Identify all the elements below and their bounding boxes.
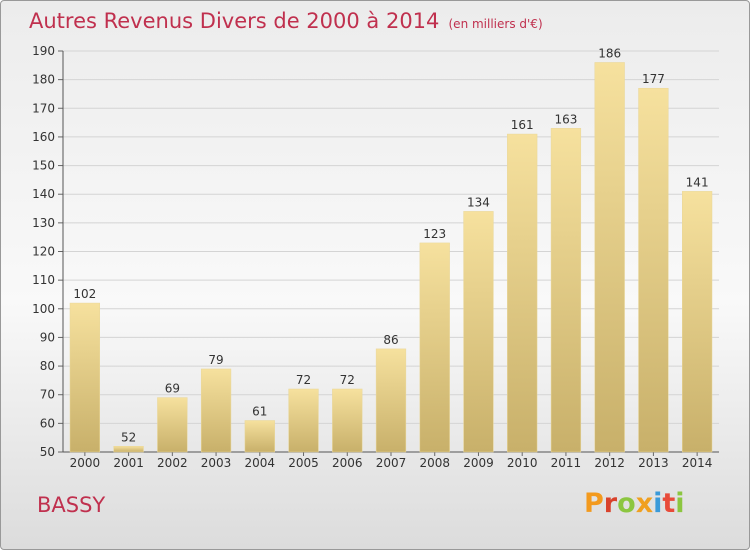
data-label: 186 (598, 46, 621, 60)
y-tick-label: 90 (40, 330, 55, 344)
bar (157, 397, 188, 453)
chart-title: Autres Revenus Divers de 2000 à 2014 (en… (29, 9, 543, 33)
y-tick-label: 160 (32, 130, 55, 144)
data-label: 69 (165, 382, 180, 396)
x-tick-label: 2005 (288, 456, 319, 470)
logo-letter: r (603, 488, 618, 519)
y-tick-label: 80 (40, 359, 55, 373)
bar (682, 191, 713, 453)
y-tick-label: 50 (40, 445, 55, 459)
place-name: BASSY (37, 493, 106, 517)
bar-layer (69, 62, 713, 453)
data-label: 123 (423, 227, 446, 241)
y-tick-label: 170 (32, 101, 55, 115)
data-label: 79 (208, 353, 223, 367)
bar (594, 62, 625, 453)
bar (463, 211, 494, 453)
data-label: 72 (340, 373, 355, 387)
bar (244, 420, 275, 453)
x-tick-label: 2011 (551, 456, 582, 470)
logo-letter: x (635, 488, 654, 519)
logo-letter: i (653, 488, 663, 519)
y-tick-label: 130 (32, 216, 55, 230)
x-tick-label: 2012 (594, 456, 625, 470)
data-label: 61 (252, 404, 267, 418)
logo-letter: t (662, 488, 676, 519)
data-label: 72 (296, 373, 311, 387)
data-label: 86 (383, 333, 398, 347)
data-label: 52 (121, 430, 136, 444)
y-tick-label: 120 (32, 245, 55, 259)
y-tick-label: 60 (40, 416, 55, 430)
logo-letter: o (617, 488, 636, 519)
bar (288, 388, 319, 453)
x-tick-label: 2014 (682, 456, 713, 470)
label-layer: 102 52 69 79 61 72 72 86 123 134 161 163 186 177 141 (73, 46, 708, 444)
bar (69, 302, 100, 453)
bar (419, 242, 450, 453)
y-tick-label: 100 (32, 302, 55, 316)
x-tick-label: 2007 (376, 456, 407, 470)
y-tick-label: 140 (32, 187, 55, 201)
bar (375, 348, 407, 453)
y-tick-label: 190 (32, 44, 55, 58)
data-label: 163 (554, 112, 577, 126)
x-tick-label: 2002 (157, 456, 188, 470)
bar (200, 368, 232, 453)
title-text: Autres Revenus Divers de 2000 à 2014 (29, 9, 440, 33)
x-tick-label: 2004 (245, 456, 276, 470)
x-tick-label: 2000 (70, 456, 101, 470)
y-tick-label: 150 (32, 159, 55, 173)
bar (507, 133, 538, 453)
proxiti-logo[interactable]: Proxiti (584, 488, 685, 519)
x-tick-label: 2010 (507, 456, 538, 470)
x-tick-label: 2006 (332, 456, 363, 470)
bar (332, 388, 363, 453)
y-tick-label: 180 (32, 73, 55, 87)
x-tick-label: 2008 (419, 456, 450, 470)
x-tick-label: 2013 (638, 456, 669, 470)
logo-letter: i (675, 488, 685, 519)
y-tick-label: 70 (40, 388, 55, 402)
data-label: 141 (686, 175, 709, 189)
bar (113, 446, 144, 453)
bar (550, 128, 582, 453)
x-tick-label: 2009 (463, 456, 494, 470)
x-tick-label: 2003 (201, 456, 232, 470)
x-tick-label: 2001 (113, 456, 144, 470)
data-label: 102 (73, 287, 96, 301)
y-tick-label: 110 (32, 273, 55, 287)
logo-letter: P (584, 488, 604, 519)
data-label: 161 (511, 118, 534, 132)
data-label: 177 (642, 72, 665, 86)
unit-text: (en milliers d'€) (448, 17, 543, 31)
data-label: 134 (467, 195, 490, 209)
bar (638, 87, 669, 453)
